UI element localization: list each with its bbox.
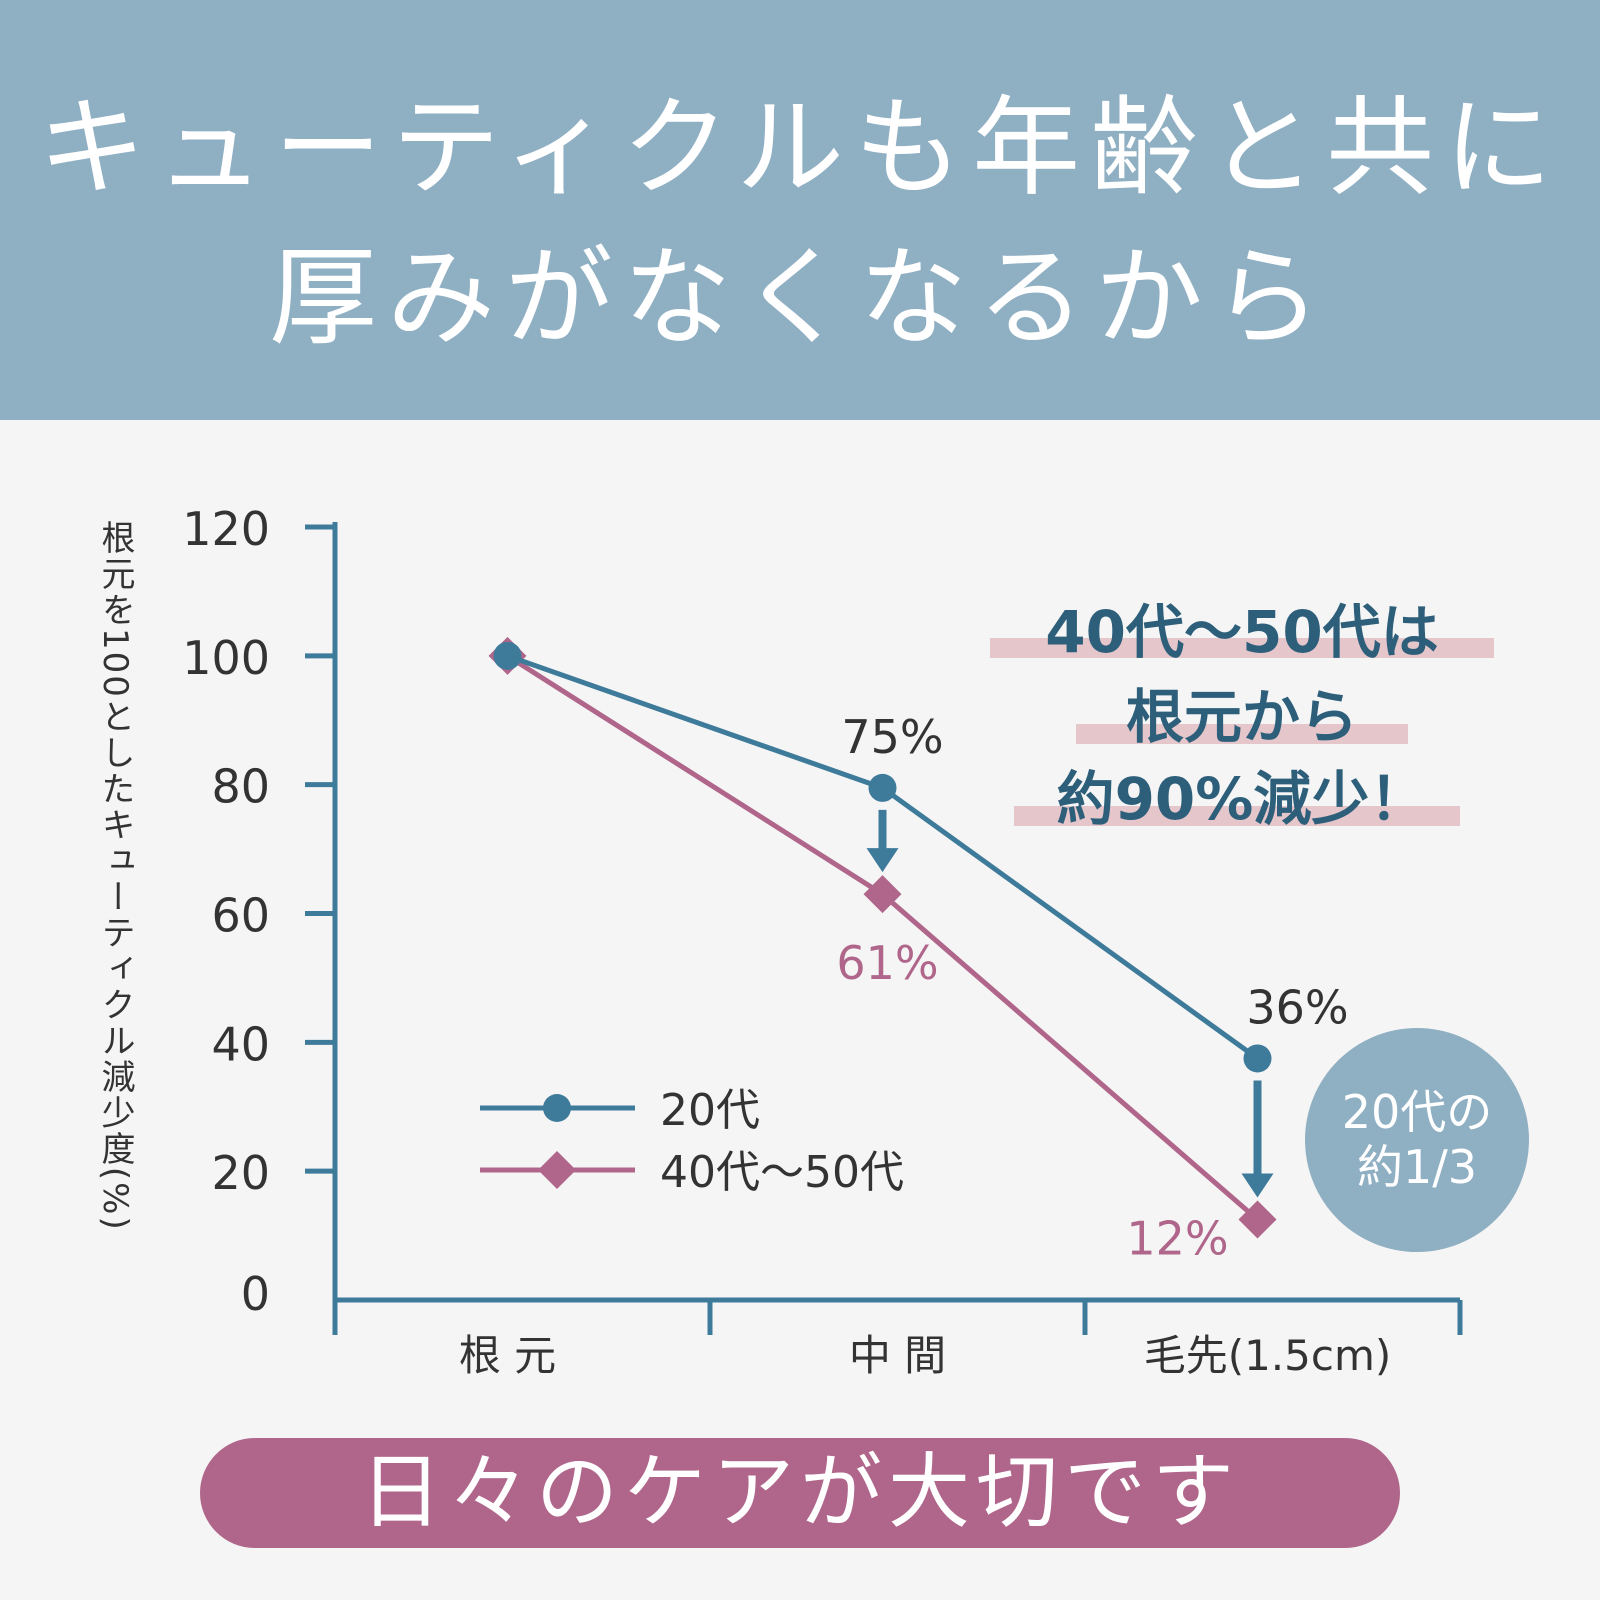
x-tick-label: 中 間 <box>849 1331 946 1380</box>
y-tick-label: 40 <box>211 1017 270 1071</box>
callout-line3: 約90%減少！ <box>1056 765 1428 833</box>
x-tick-label: 根 元 <box>459 1331 556 1380</box>
data-point-diamond <box>1238 1200 1277 1239</box>
callout-line2: 根元から <box>1125 683 1358 751</box>
data-point-circle <box>1243 1044 1272 1073</box>
legend-label: 20代 <box>660 1085 760 1136</box>
header-banner: キューティクルも年齢と共に 厚みがなくなるから <box>0 0 1600 420</box>
highlight-bar <box>990 638 1494 658</box>
data-point-circle <box>868 773 897 802</box>
data-label: 36% <box>1246 980 1348 1034</box>
y-tick-label: 80 <box>211 760 270 814</box>
down-arrow-head-icon <box>866 848 899 873</box>
data-point-diamond <box>863 875 902 914</box>
y-tick-label: 20 <box>211 1146 270 1200</box>
data-point-circle <box>493 641 522 670</box>
x-tick-label: 毛先(1.5cm) <box>1144 1331 1392 1380</box>
comparison-badge: 20代の 約1/3 <box>1305 1028 1529 1252</box>
y-tick-label: 60 <box>211 889 270 943</box>
highlight-bar <box>1014 806 1460 826</box>
y-tick-label: 0 <box>241 1267 270 1321</box>
legend-marker-circle <box>543 1094 571 1122</box>
headline-line2: 厚みがなくなるから <box>268 236 1331 361</box>
legend-marker-diamond <box>538 1151 576 1189</box>
footer-banner: 日々のケアが大切です <box>200 1438 1400 1548</box>
data-label: 61% <box>836 936 938 990</box>
down-arrow-head-icon <box>1241 1173 1274 1198</box>
y-tick-label: 120 <box>182 502 270 556</box>
data-label: 75% <box>841 710 943 764</box>
headline-line1: キューティクルも年齢と共に <box>37 86 1563 211</box>
callout-line1: 40代～50代は <box>1045 598 1439 666</box>
badge-line2: 約1/3 <box>1356 1140 1478 1194</box>
y-axis-label: 根元を100としたキューティクル減少度(%) <box>95 520 135 1232</box>
data-label: 12% <box>1126 1211 1228 1265</box>
badge-line1: 20代の <box>1341 1084 1493 1139</box>
highlight-bar <box>1076 724 1408 744</box>
y-tick-label: 100 <box>182 631 270 685</box>
legend-label: 40代～50代 <box>660 1147 904 1198</box>
